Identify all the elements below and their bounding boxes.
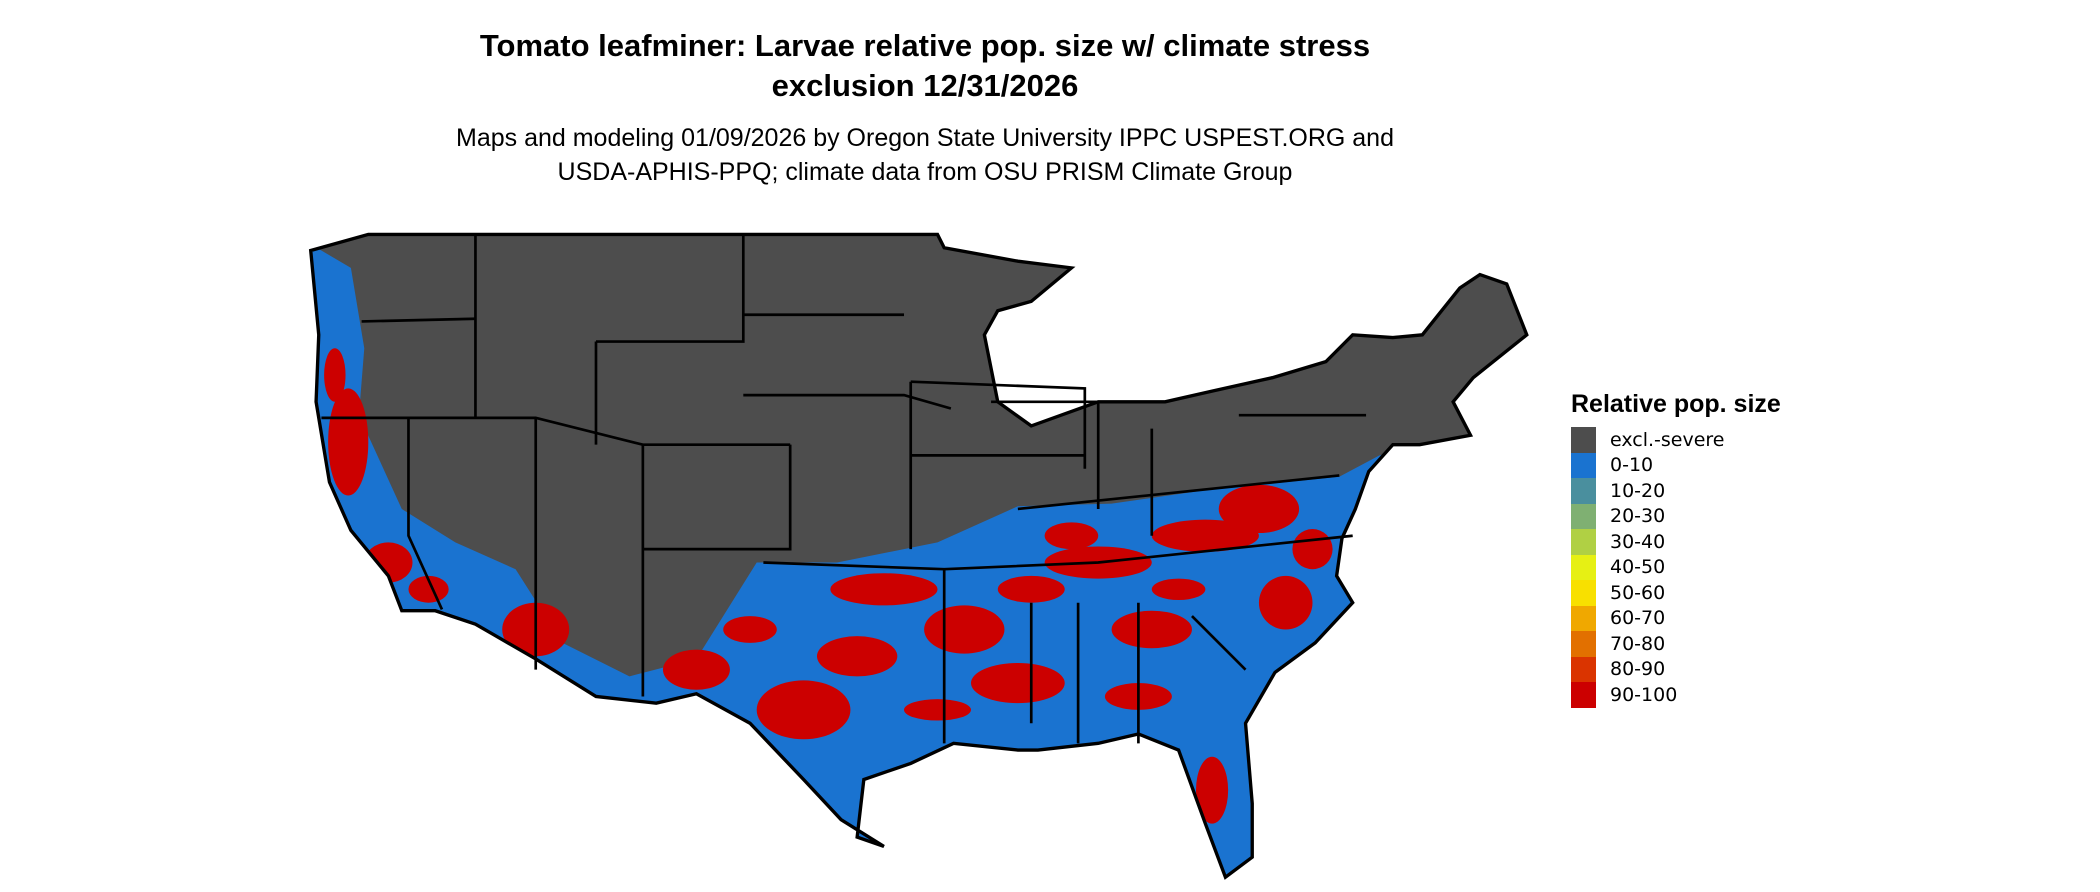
legend-swatch	[1571, 682, 1596, 708]
map-subtitle-line1: Maps and modeling 01/09/2026 by Oregon S…	[456, 124, 1394, 152]
high-population-area	[830, 573, 938, 606]
legend-label: 60-70	[1610, 607, 1666, 630]
legend-swatch	[1571, 427, 1596, 453]
high-population-area	[1258, 575, 1313, 630]
legend-swatch	[1571, 452, 1596, 478]
legend-swatch	[1571, 478, 1596, 504]
legend-item: 10-20	[1571, 478, 1781, 504]
legend-label: excl.-severe	[1610, 428, 1725, 451]
legend-label: 0-10	[1610, 454, 1654, 477]
national-border	[308, 232, 1529, 880]
legend-swatch	[1571, 554, 1596, 580]
legend-swatch	[1571, 605, 1596, 631]
legend-label: 50-60	[1610, 581, 1666, 604]
high-population-area	[723, 616, 777, 643]
legend-item: 30-40	[1571, 529, 1781, 555]
high-population-area	[324, 348, 346, 402]
state-border	[1191, 615, 1247, 671]
high-population-area	[904, 699, 971, 721]
legend-item: 90-100	[1571, 682, 1781, 708]
high-population-area	[970, 662, 1065, 704]
map-title-line1: Tomato leafminer: Larvae relative pop. s…	[479, 28, 1371, 63]
legend-swatch	[1571, 529, 1596, 555]
legend-swatch	[1571, 503, 1596, 529]
legend-item: 70-80	[1571, 631, 1781, 657]
legend-item: 20-30	[1571, 503, 1781, 529]
legend-swatch	[1571, 631, 1596, 657]
legend-label: 20-30	[1610, 505, 1666, 528]
high-population-area	[924, 605, 1005, 654]
state-border	[361, 317, 476, 323]
legend-swatch	[1571, 580, 1596, 606]
legend-label: 10-20	[1610, 479, 1666, 502]
legend-item: excl.-severe	[1571, 427, 1781, 453]
high-population-area	[1151, 578, 1206, 601]
legend-label: 80-90	[1610, 658, 1666, 681]
high-population-area	[756, 680, 851, 740]
state-border	[910, 380, 1087, 469]
high-population-area	[1044, 522, 1099, 550]
map-subtitle-line2: USDA-APHIS-PPQ; climate data from OSU PR…	[557, 158, 1293, 186]
legend-item: 0-10	[1571, 452, 1781, 478]
state-borders	[321, 234, 1367, 744]
high-population-area	[1111, 610, 1192, 649]
legend-item: 80-90	[1571, 656, 1781, 682]
state-border	[321, 416, 791, 446]
legend-label: 90-100	[1610, 683, 1678, 706]
high-population-area	[816, 636, 898, 677]
legend-title: Relative pop. size	[1571, 390, 1781, 418]
legend-item: 50-60	[1571, 580, 1781, 606]
high-population-area	[1218, 484, 1300, 534]
state-border	[595, 234, 745, 343]
state-border	[407, 417, 444, 610]
state-border	[642, 444, 792, 551]
legend-swatch	[1571, 656, 1596, 682]
high-population-area	[662, 649, 730, 690]
high-population-area	[1195, 756, 1229, 824]
high-population-area	[1151, 519, 1259, 552]
map-title-line2: exclusion 12/31/2026	[771, 68, 1079, 103]
legend-item: 60-70	[1571, 605, 1781, 631]
high-population-area	[997, 575, 1065, 603]
legend-item: 40-50	[1571, 554, 1781, 580]
state-border	[763, 534, 1353, 571]
state-border	[743, 393, 952, 410]
high-population-area	[408, 575, 449, 603]
legend: Relative pop. size excl.-severe 0-10 10-20…	[1571, 390, 1781, 708]
legend-label: 70-80	[1610, 632, 1666, 655]
high-population-area	[1292, 529, 1333, 570]
high-population-area	[328, 388, 369, 496]
state-border	[1017, 474, 1340, 511]
legend-label: 40-50	[1610, 556, 1666, 579]
legend-label: 30-40	[1610, 530, 1666, 553]
